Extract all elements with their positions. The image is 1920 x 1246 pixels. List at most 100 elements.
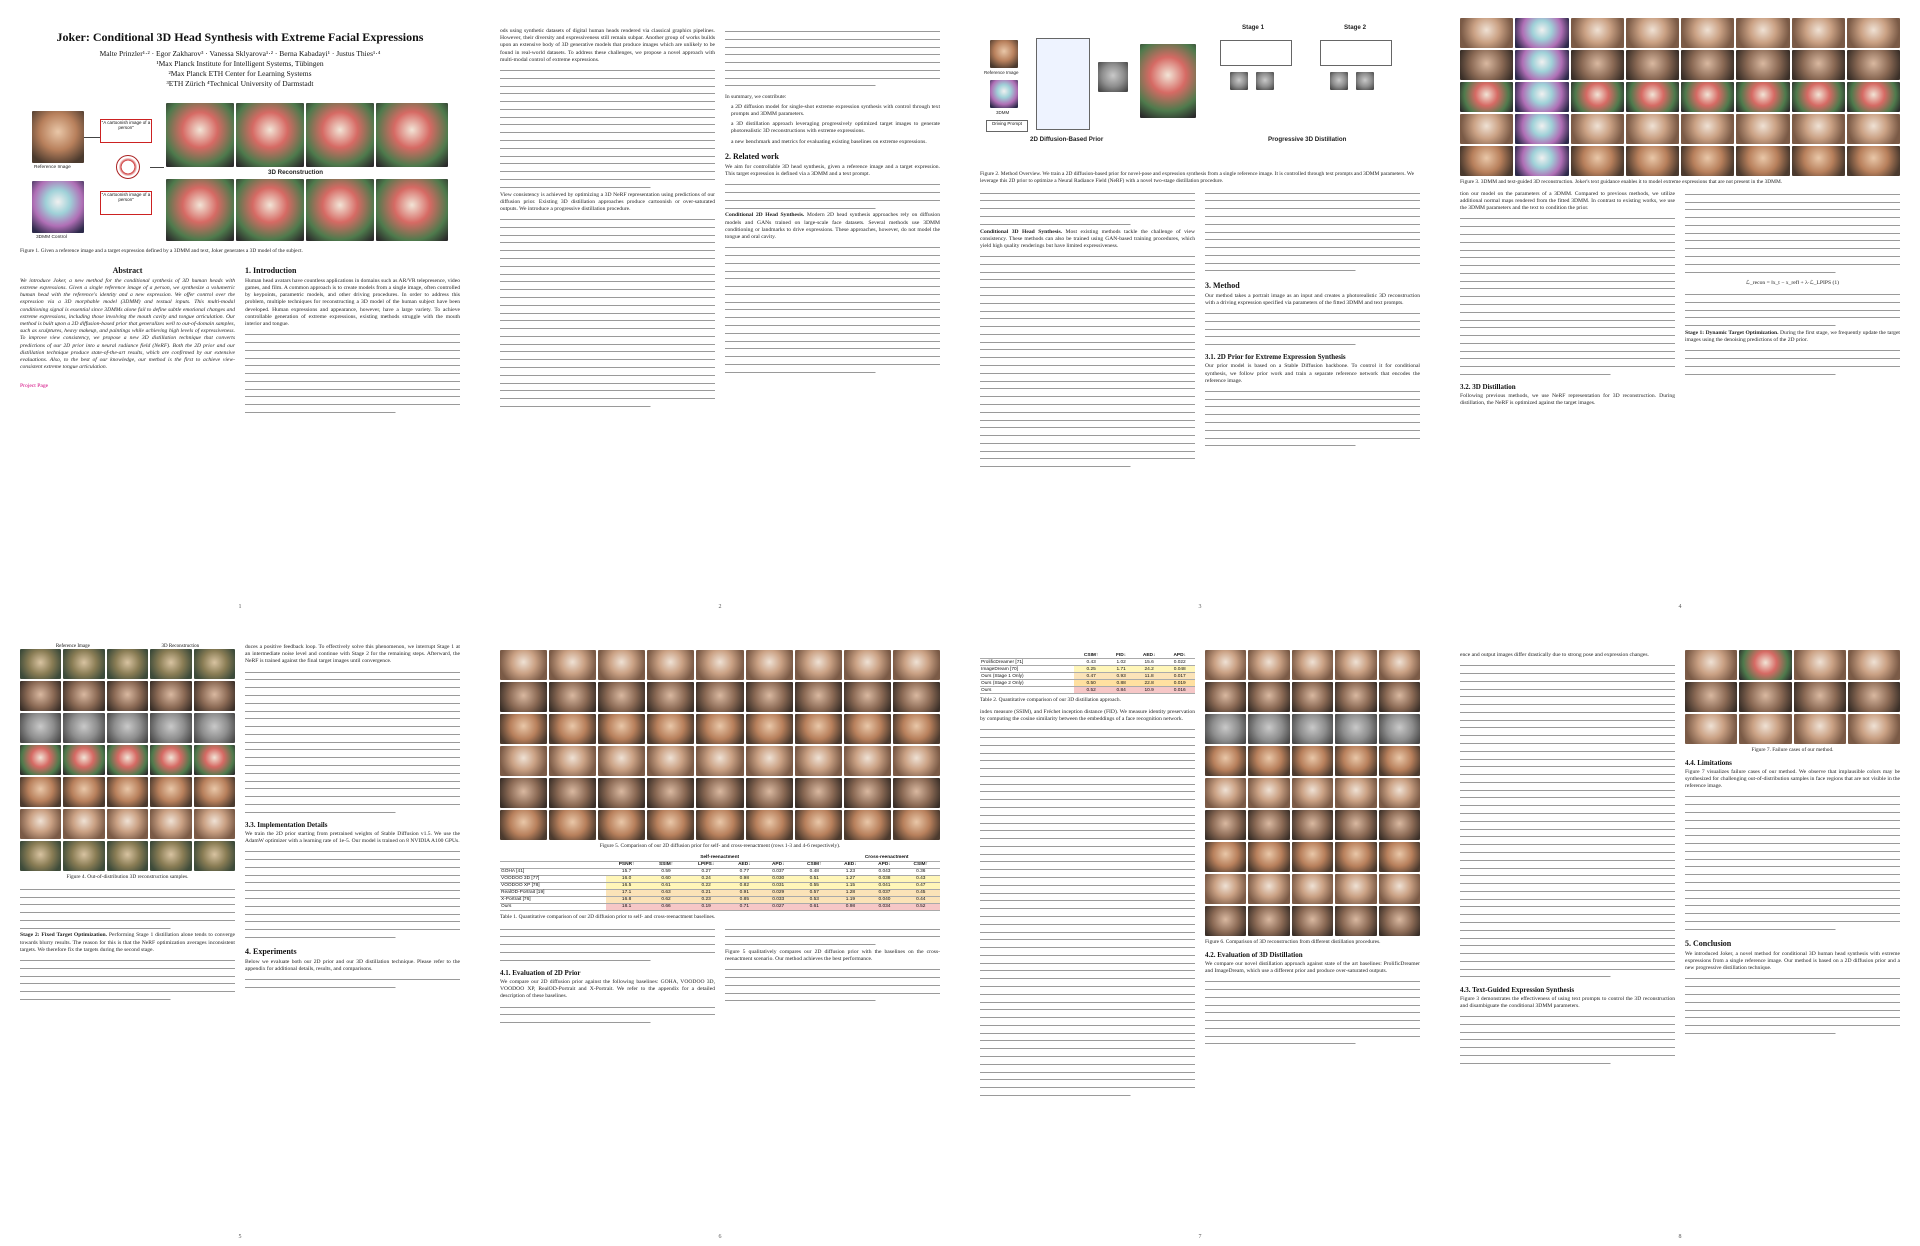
cond3d-paragraph: Conditional 3D Head Synthesis. Most exis… <box>980 228 1196 249</box>
text-block: ence and output images differ drasticall… <box>1460 652 1649 658</box>
authors: Malte Prinzler¹·² · Egor Zakharov³ · Van… <box>99 49 381 58</box>
table-2-cell: 24.2 <box>1133 665 1165 673</box>
table-1-row: VOODOO 3D [77] 16.0 0.60 0.24 0.98 0.030 0.51 1… <box>500 875 940 883</box>
figure-1: Reference Image 3DMM Control "A cartooni… <box>20 95 460 245</box>
abstract-heading: Abstract <box>112 265 143 275</box>
table-2-caption: Table 2. Quantitative comparison of our … <box>980 697 1121 703</box>
fig2-3dmm-image <box>990 80 1018 108</box>
table-2-cell: 22.8 <box>1133 679 1165 687</box>
cond2d-heading: Conditional 2D Head Synthesis. Modern 2D… <box>725 212 941 241</box>
page-number: 8 <box>1678 1234 1682 1240</box>
arrow <box>150 167 164 168</box>
table-2-cell: 1.02 <box>1108 658 1134 666</box>
table-1-cell: 0.21 <box>684 889 728 897</box>
table-1-cell: 0.51 <box>795 875 834 883</box>
table-1-cell: 0.98 <box>727 875 762 883</box>
table-1-cell: 0.71 <box>727 903 762 911</box>
table-2-cell: Ours <box>980 686 1074 694</box>
section-3-3-heading: 3.3. Implementation Details <box>245 820 328 829</box>
text-block: ods using synthetic datasets of digital … <box>500 28 715 63</box>
text-prompt-1: "A cartoonish image of a person" <box>100 119 152 143</box>
fig2-prior-label: 2D Diffusion-Based Prior <box>1030 136 1104 143</box>
fig2-driving-prompt: Driving Prompt <box>986 120 1028 132</box>
bullet-1: a 2D diffusion model for single-shot ext… <box>731 103 940 118</box>
table-1-cell: 0.85 <box>727 896 762 904</box>
figure-1-caption: Figure 1. Given a reference image and a … <box>20 248 303 254</box>
recon-2 <box>236 103 304 167</box>
fig2-prior-output <box>1098 62 1128 92</box>
table-1-cell: VOODOO XP [78] <box>500 882 606 890</box>
table-1-cell: 0.043 <box>867 868 902 876</box>
table-1-caption: Table 1. Quantitative comparison of our … <box>500 913 716 920</box>
fig2-stage1-label: Stage 1 <box>1242 24 1265 31</box>
table-2-header: APD↓ <box>1164 652 1195 659</box>
table-2-cell: Ours (Stage 2 Only) <box>980 679 1074 687</box>
page-6[interactable]: Figure 5. Comparison of our 2D diffusion… <box>486 634 954 1246</box>
page-7[interactable]: CSIM↑ FID↓ AED↓ APD↓ ProlificDreamer [71] 0.… <box>966 634 1434 1246</box>
table-1-cell: 0.60 <box>647 875 685 883</box>
fig2-network-box <box>1036 38 1090 130</box>
table-1-cell: 0.63 <box>647 889 685 897</box>
table-1-cell: 0.24 <box>684 875 728 883</box>
fig2-denoise-box <box>1320 40 1392 66</box>
table-1-cell: 0.48 <box>795 868 834 876</box>
intro-heading: 1. Introduction <box>245 265 297 275</box>
section-4-3-text: Figure 3 demonstrates the effectiveness … <box>1460 995 1675 1009</box>
table-1-cell: 0.041 <box>867 882 902 890</box>
related-work-heading: 2. Related work <box>725 151 779 161</box>
table-1-cell: 0.55 <box>795 882 834 890</box>
fig2-stage1-image <box>1256 72 1274 90</box>
table-2-cell: 0.25 <box>1073 665 1109 673</box>
text-block: duces a positive feedback loop. To effec… <box>245 644 460 665</box>
table-1-cell: 0.47 <box>901 882 940 890</box>
page-3[interactable]: Reference Image 3DMM Driving Prompt 2D D… <box>966 4 1434 616</box>
table-1-header: LPIPS↓ <box>684 861 728 869</box>
table-1-cell: 0.62 <box>647 896 685 904</box>
table-1-cell: 0.61 <box>647 882 685 890</box>
table-1-cell: 1.23 <box>833 868 868 876</box>
section-3-1-text: Our prior model is based on a Stable Dif… <box>1205 363 1420 384</box>
page-1[interactable]: Joker: Conditional 3D Head Synthesis wit… <box>6 4 474 616</box>
table-2-header <box>980 652 1074 659</box>
table-2-cell: 15.6 <box>1133 658 1165 666</box>
table-1-cell: 0.77 <box>727 868 762 876</box>
page-8[interactable]: ence and output images differ drasticall… <box>1446 634 1914 1246</box>
3dmm-control-image <box>32 181 84 233</box>
page-number: 2 <box>718 604 722 610</box>
page-5[interactable]: Reference Image 3D Reconstruction Figure… <box>6 634 474 1246</box>
table-1-cell: 0.98 <box>833 903 868 911</box>
table-1-cell: 0.45 <box>901 889 940 897</box>
table-1-header: APD↓ <box>761 861 796 869</box>
table-2-header: AED↓ <box>1133 652 1165 659</box>
table-2-row: ImageDream [70] 0.25 1.71 24.2 0.048 <box>980 665 1195 673</box>
table-1-cell: 0.030 <box>761 875 796 883</box>
table-2-cell: 0.022 <box>1164 658 1195 666</box>
table-2-cell: 0.47 <box>1073 672 1109 680</box>
table-1-header: CSIM↑ <box>795 861 834 869</box>
project-page-link[interactable]: Project Page <box>20 383 49 390</box>
table-2-cell: 0.017 <box>1164 672 1195 680</box>
section-4-1-text: We compare our 2D diffusion prior agains… <box>500 978 715 1000</box>
table-1-cell: 16.8 <box>605 896 648 904</box>
table-1-cell: 1.27 <box>833 875 868 883</box>
page-4[interactable]: Figure 3. 3DMM and text-guided 3D recons… <box>1446 4 1914 616</box>
table-1-cell: 0.27 <box>684 868 728 876</box>
table-1-cell: 0.040 <box>867 896 902 904</box>
table-2-cell: 0.84 <box>1108 686 1134 694</box>
table-1-cell: 0.57 <box>795 889 834 897</box>
recon-8 <box>376 179 448 241</box>
section-3-1-heading: 3.1. 2D Prior for Extreme Expression Syn… <box>1205 353 1346 362</box>
fig2-stage2-image <box>1356 72 1374 90</box>
section-4-3-heading: 4.3. Text-Guided Expression Synthesis <box>1460 985 1575 994</box>
affiliation-2: ²Max Planck ETH Center for Learning Syst… <box>168 69 312 78</box>
related-work-text: We aim for controllable 3D head synthesi… <box>725 163 940 178</box>
page-2[interactable]: ods using synthetic datasets of digital … <box>486 4 954 616</box>
table-1-cell: 18.1 <box>605 903 648 911</box>
table-2-row: Ours 0.52 0.84 10.9 0.016 <box>980 686 1195 694</box>
table-2-cell: 0.93 <box>1108 672 1134 680</box>
recon-4 <box>376 103 448 167</box>
fig2-ref-label: Reference Image <box>984 70 1019 75</box>
experiments-heading: 4. Experiments <box>245 947 297 957</box>
table-2-cell: 10.9 <box>1133 686 1165 694</box>
